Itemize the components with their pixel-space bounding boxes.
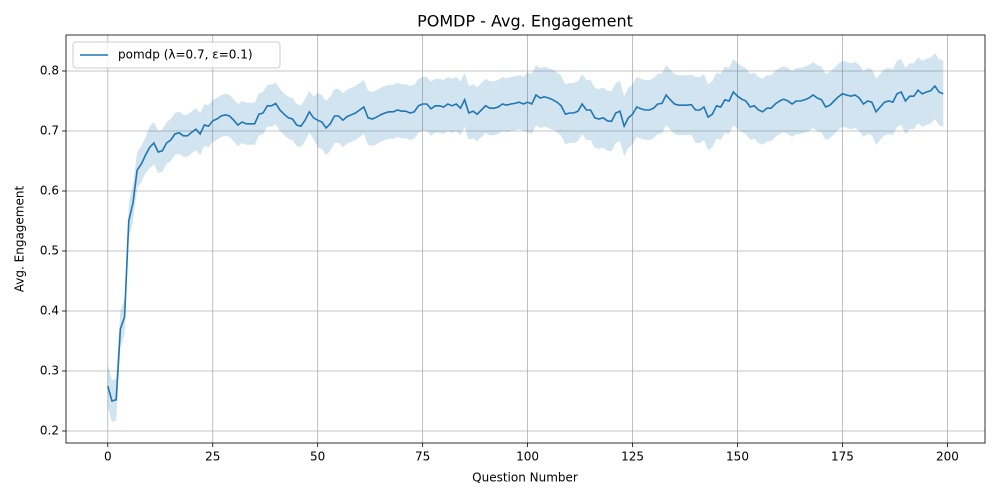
y-tick-label: 0.6 [40,184,59,198]
x-tick-label: 50 [310,450,325,464]
x-axis-label: Question Number [472,471,578,485]
y-tick-label: 0.5 [40,244,59,258]
y-axis-label: Avg. Engagement [13,186,27,293]
legend-label: pomdp (λ=0.7, ε=0.1) [118,48,253,62]
y-tick-label: 0.8 [40,64,59,78]
x-tick-label: 175 [831,450,854,464]
x-tick-label: 25 [205,450,220,464]
y-tick-label: 0.3 [40,364,59,378]
plot-frame [65,34,986,444]
x-tick-label: 75 [415,450,430,464]
y-tick-label: 0.2 [40,424,59,438]
x-tick-label: 150 [726,450,749,464]
line [107,84,944,402]
confidence-band [107,53,944,422]
chart-title: POMDP - Avg. Engagement [417,12,633,31]
x-tick-label: 0 [104,450,112,464]
x-tick-label: 125 [621,450,644,464]
legend-box [72,41,281,69]
y-tick-label: 0.4 [40,304,59,318]
y-tick-label: 0.7 [40,124,59,138]
x-tick-label: 200 [936,450,959,464]
x-tick-label: 100 [516,450,539,464]
